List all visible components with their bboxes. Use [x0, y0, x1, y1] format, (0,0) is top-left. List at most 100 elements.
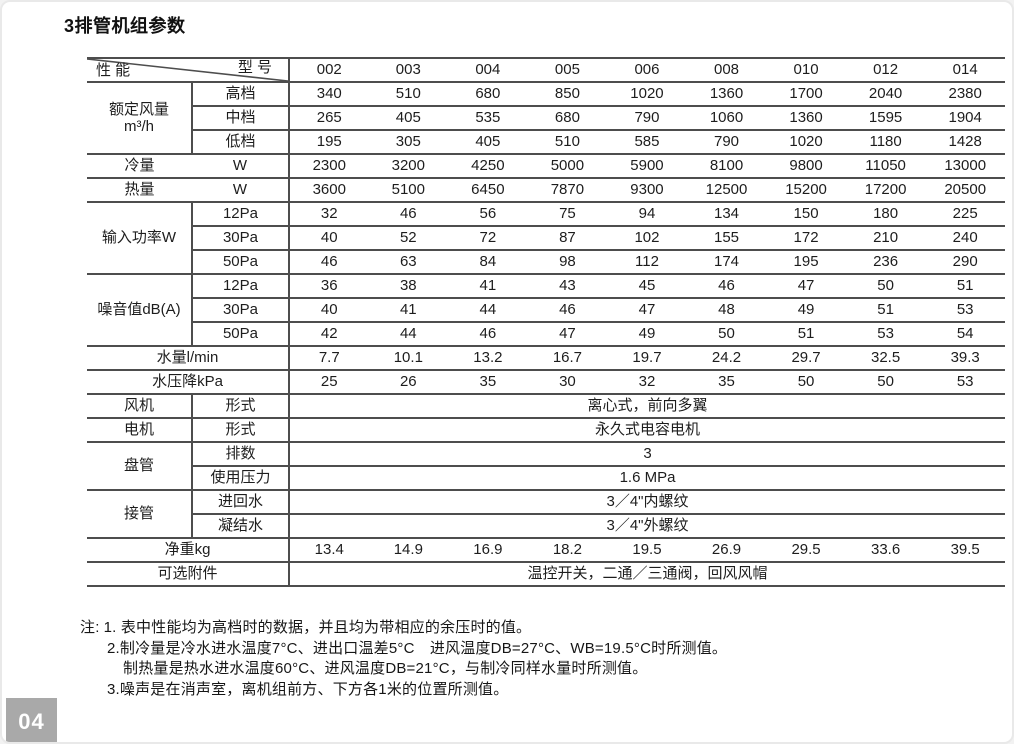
table-row-airflow-high: 额定风量 m³/h 高档 340 510 680 850 1020 1360 1700 204… [87, 82, 1005, 155]
value-cell: 1904 [925, 106, 1005, 131]
value-cell: 45 [607, 274, 687, 299]
value-cell: 26 [368, 370, 449, 395]
value-cell: 155 [686, 226, 767, 251]
value-cell: 46 [527, 298, 608, 323]
value-cell: 56 [448, 202, 528, 227]
value-cell: 25 [289, 370, 369, 395]
table-row-fan: 风机 形式 离心式，前向多翼 [87, 394, 1005, 419]
value-cell: 29.5 [766, 538, 846, 563]
model-header: 002 [289, 57, 369, 83]
value-cell: 32 [289, 202, 369, 227]
value-cell: 46 [686, 274, 767, 299]
corner-label-model: 型 号 [237, 59, 272, 76]
value-cell: 13000 [925, 154, 1005, 179]
note-line-3: 制热量是热水进水温度60°C、进风温度DB=21°C，与制冷同样水量时所测值。 [123, 660, 648, 678]
row-label-weight: 净重kg [87, 538, 290, 563]
note-line-4: 3.噪声是在消声室，离机组前方、下方各1米的位置所测值。 [107, 681, 509, 699]
value-cell: 47 [607, 298, 687, 323]
table-row-power-30pa: 30Pa 40 52 72 87 102 155 172 210 240 [87, 226, 1005, 251]
piping-condensate-value: 3／4"外螺纹 [289, 514, 1005, 539]
table-row-power-50pa: 50Pa 46 63 84 98 112 174 195 236 290 [87, 250, 1005, 275]
value-cell: 405 [448, 130, 528, 155]
value-cell: 195 [766, 250, 846, 275]
value-cell: 134 [686, 202, 767, 227]
value-cell: 13.2 [448, 346, 528, 371]
table-row-piping-inout: 接管 进回水 3／4"内螺纹 [87, 490, 1005, 539]
value-cell: 51 [766, 322, 846, 347]
value-cell: 47 [766, 274, 846, 299]
row-label-pressure-drop: 水压降kPa [87, 370, 290, 395]
table-row-motor: 电机 形式 永久式电容电机 [87, 418, 1005, 443]
page-number-badge: 04 [6, 698, 57, 742]
piping-condensate-label: 凝结水 [192, 514, 290, 539]
row-label-noise: 噪音值dB(A) [87, 274, 193, 347]
value-cell: 48 [686, 298, 767, 323]
value-cell: 680 [448, 82, 528, 107]
value-cell: 36 [289, 274, 369, 299]
row-label-accessories: 可选附件 [87, 562, 290, 587]
value-cell: 41 [448, 274, 528, 299]
header-row: 性 能 型 号 002 003 004 005 006 008 010 012 014 [87, 57, 1005, 83]
value-cell: 2380 [925, 82, 1005, 107]
table-row-accessories: 可选附件 温控开关，二通／三通阀，回风风帽 [87, 562, 1005, 587]
table-row-power-12pa: 输入功率W 12Pa 32 46 56 75 94 134 150 180 225 [87, 202, 1005, 275]
value-cell: 94 [607, 202, 687, 227]
value-cell: 41 [368, 298, 449, 323]
cooling-unit: W [192, 154, 290, 179]
sub-label-noise-30pa: 30Pa [192, 298, 290, 323]
value-cell: 9300 [607, 178, 687, 203]
value-cell: 32 [607, 370, 687, 395]
row-label-piping: 接管 [87, 490, 193, 539]
value-cell: 44 [448, 298, 528, 323]
model-header: 014 [925, 57, 1005, 83]
motor-type-value: 永久式电容电机 [289, 418, 1005, 443]
row-label-fan: 风机 [87, 394, 193, 419]
row-label-input-power: 输入功率W [87, 202, 193, 275]
value-cell: 790 [686, 130, 767, 155]
value-cell: 7870 [527, 178, 608, 203]
value-cell: 50 [845, 274, 926, 299]
table-row-water-flow: 水量l/min 7.7 10.1 13.2 16.7 19.7 24.2 29.7 32.5 3… [87, 346, 1005, 371]
value-cell: 29.7 [766, 346, 846, 371]
coil-pressure-label: 使用压力 [192, 466, 290, 491]
value-cell: 195 [289, 130, 369, 155]
coil-pressure-value: 1.6 MPa [289, 466, 1005, 491]
model-header: 008 [686, 57, 767, 83]
model-header: 003 [368, 57, 449, 83]
value-cell: 3200 [368, 154, 449, 179]
value-cell: 49 [766, 298, 846, 323]
value-cell: 850 [527, 82, 608, 107]
value-cell: 1595 [845, 106, 926, 131]
model-header: 006 [607, 57, 687, 83]
diagonal-line [87, 59, 288, 81]
value-cell: 75 [527, 202, 608, 227]
row-label-cooling: 冷量 [87, 154, 192, 179]
sub-label-50pa: 50Pa [192, 250, 290, 275]
value-cell: 305 [368, 130, 449, 155]
value-cell: 1060 [686, 106, 767, 131]
corner-cell: 性 能 型 号 [87, 57, 290, 83]
value-cell: 1180 [845, 130, 926, 155]
value-cell: 98 [527, 250, 608, 275]
value-cell: 39.3 [925, 346, 1005, 371]
spec-table: 性 能 型 号 002 003 004 005 006 008 010 012 014 额定风量… [87, 57, 1005, 587]
value-cell: 2040 [845, 82, 926, 107]
value-cell: 38 [368, 274, 449, 299]
value-cell: 180 [845, 202, 926, 227]
value-cell: 2300 [289, 154, 369, 179]
value-cell: 46 [368, 202, 449, 227]
value-cell: 30 [527, 370, 608, 395]
value-cell: 42 [289, 322, 369, 347]
value-cell: 40 [289, 226, 369, 251]
value-cell: 3600 [289, 178, 369, 203]
value-cell: 680 [527, 106, 608, 131]
value-cell: 39.5 [925, 538, 1005, 563]
corner-label-performance: 性 能 [96, 62, 131, 80]
row-label-airflow: 额定风量 m³/h [87, 82, 193, 155]
value-cell: 6450 [448, 178, 528, 203]
value-cell: 52 [368, 226, 449, 251]
row-label-heating: 热量 [87, 178, 192, 203]
note-text-1: 1. 表中性能均为高档时的数据，并且均为带相应的余压时的值。 [103, 619, 532, 636]
row-label-coil: 盘管 [87, 442, 193, 491]
coil-rows-label: 排数 [192, 442, 290, 467]
